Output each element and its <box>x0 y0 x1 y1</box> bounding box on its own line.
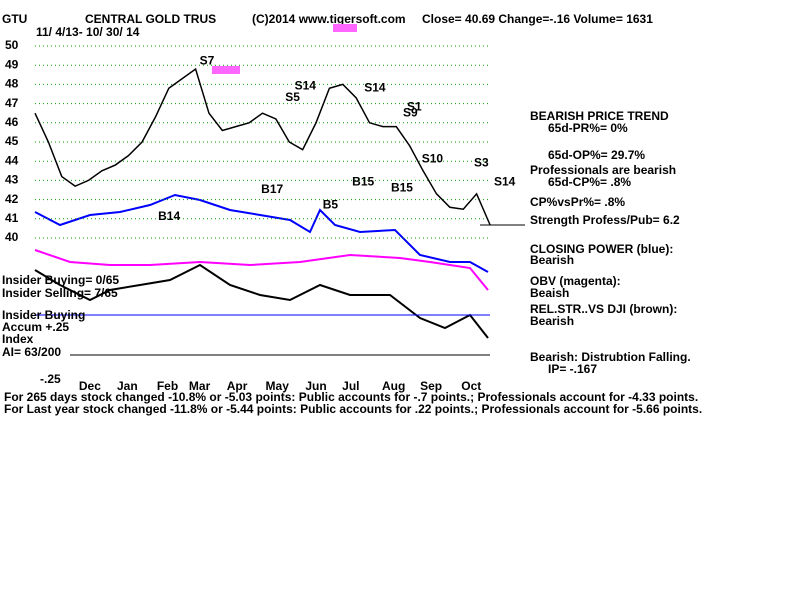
footer-line: For 265 days stock changed -10.8% or -5.… <box>4 390 698 404</box>
source: (C)2014 www.tigersoft.com <box>252 12 406 26</box>
price-line <box>34 67 491 226</box>
side-note: IP= -.167 <box>548 362 597 376</box>
indicator-label: AI= 63/200 <box>2 345 61 359</box>
side-note: 65d-PR%= 0% <box>548 121 628 135</box>
side-note: CP%vsPr%= .8% <box>530 195 625 209</box>
y-tick-label: 43 <box>5 173 19 187</box>
footer-line: For Last year stock changed -11.8% or -5… <box>4 402 702 416</box>
x-tick-label: Oct <box>461 379 481 393</box>
signal-label: B14 <box>158 209 180 223</box>
side-note: REL.STR..VS DJI (brown): <box>530 302 677 316</box>
indicator-label: Insider Selling= 7/65 <box>2 286 118 300</box>
signal-label: S3 <box>474 155 489 169</box>
signal-label: S5 <box>285 90 300 104</box>
indicator-label: Insider Buying <box>2 308 85 322</box>
side-note: Beaish <box>530 286 569 300</box>
signal-label: B15 <box>352 174 374 188</box>
signal-label: S14 <box>295 78 317 92</box>
signal-marker <box>212 66 240 74</box>
y-tick-label: 46 <box>5 115 19 129</box>
signal-label: S10 <box>422 151 444 165</box>
side-note: OBV (magenta): <box>530 274 621 288</box>
stock-name: CENTRAL GOLD TRUS <box>85 12 216 26</box>
indicator-label: -.25 <box>40 372 61 386</box>
y-tick-label: 44 <box>5 153 19 167</box>
side-note: CLOSING POWER (blue): <box>530 242 673 256</box>
rel-strength-line <box>34 263 489 339</box>
quote: Close= 40.69 Change=-.16 Volume= 1631 <box>422 12 653 26</box>
date-range: 11/ 4/13- 10/ 30/ 14 <box>36 25 140 39</box>
x-tick-label: Feb <box>157 379 178 393</box>
y-tick-label: 49 <box>5 57 19 71</box>
y-tick-label: 41 <box>5 211 19 225</box>
signal-label: S7 <box>200 54 215 68</box>
indicator-label: Index <box>2 332 34 346</box>
obv-line <box>34 249 489 291</box>
signal-marker <box>333 24 357 32</box>
side-note: 65d-CP%= .8% <box>548 175 631 189</box>
closing-power-line <box>34 193 489 273</box>
x-tick-label: Sep <box>420 379 442 393</box>
y-tick-label: 42 <box>5 192 19 206</box>
indicator-label: Insider Buying= 0/65 <box>2 273 119 287</box>
x-tick-label: May <box>266 379 290 393</box>
symbol: GTU <box>2 12 27 26</box>
y-tick-label: 40 <box>5 230 19 244</box>
x-tick-label: Jun <box>305 379 326 393</box>
signal-label: B15 <box>391 180 413 194</box>
x-tick-label: Jul <box>342 379 359 393</box>
x-tick-label: Aug <box>382 379 405 393</box>
signal-label: B5 <box>323 198 339 212</box>
signal-label: B17 <box>261 182 283 196</box>
y-tick-label: 45 <box>5 134 19 148</box>
x-tick-label: Mar <box>189 379 211 393</box>
signal-label: S9 <box>403 105 418 119</box>
side-note: Bearish <box>530 253 574 267</box>
signal-label: S14 <box>364 80 386 94</box>
x-tick-label: Jan <box>117 379 138 393</box>
y-tick-label: 47 <box>5 96 19 110</box>
side-note: BEARISH PRICE TREND <box>530 109 669 123</box>
x-tick-label: Dec <box>79 379 101 393</box>
side-note: Professionals are bearish <box>530 163 676 177</box>
x-tick-label: Apr <box>227 379 248 393</box>
side-note: Bearish <box>530 314 574 328</box>
y-tick-label: 50 <box>5 38 19 52</box>
signal-label: S1 <box>407 100 422 114</box>
indicator-label: Accum +.25 <box>2 320 69 334</box>
side-note: Strength Profess/Pub= 6.2 <box>530 213 680 227</box>
side-note: Bearish: Distrubtion Falling. <box>530 350 691 364</box>
signal-label: S14 <box>494 174 516 188</box>
y-tick-label: 48 <box>5 77 19 91</box>
side-note: 65d-OP%= 29.7% <box>548 148 645 162</box>
